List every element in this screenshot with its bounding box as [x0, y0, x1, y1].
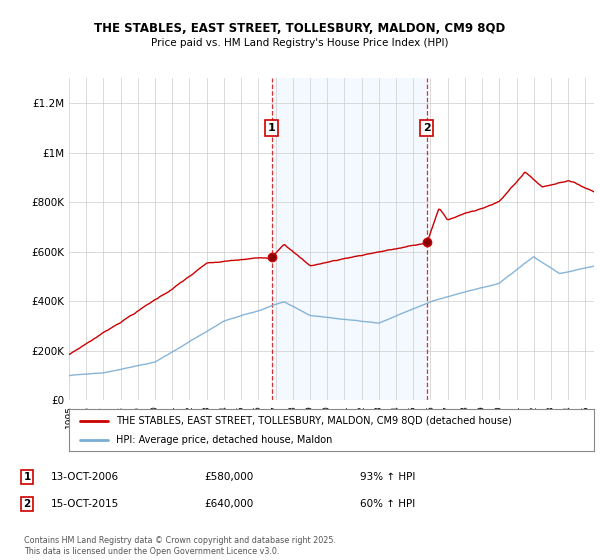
Text: THE STABLES, EAST STREET, TOLLESBURY, MALDON, CM9 8QD: THE STABLES, EAST STREET, TOLLESBURY, MA… — [94, 22, 506, 35]
Text: £640,000: £640,000 — [204, 499, 253, 509]
Text: £580,000: £580,000 — [204, 472, 253, 482]
Text: HPI: Average price, detached house, Maldon: HPI: Average price, detached house, Mald… — [116, 435, 332, 445]
Text: 60% ↑ HPI: 60% ↑ HPI — [360, 499, 415, 509]
Text: 15-OCT-2015: 15-OCT-2015 — [51, 499, 119, 509]
Text: 1: 1 — [268, 123, 275, 133]
Text: 1: 1 — [23, 472, 31, 482]
Text: 2: 2 — [423, 123, 431, 133]
Text: 2: 2 — [23, 499, 31, 509]
Text: Price paid vs. HM Land Registry's House Price Index (HPI): Price paid vs. HM Land Registry's House … — [151, 38, 449, 48]
Bar — [272, 78, 427, 400]
Text: Contains HM Land Registry data © Crown copyright and database right 2025.
This d: Contains HM Land Registry data © Crown c… — [24, 536, 336, 556]
Text: 13-OCT-2006: 13-OCT-2006 — [51, 472, 119, 482]
Text: THE STABLES, EAST STREET, TOLLESBURY, MALDON, CM9 8QD (detached house): THE STABLES, EAST STREET, TOLLESBURY, MA… — [116, 416, 512, 426]
Text: 93% ↑ HPI: 93% ↑ HPI — [360, 472, 415, 482]
